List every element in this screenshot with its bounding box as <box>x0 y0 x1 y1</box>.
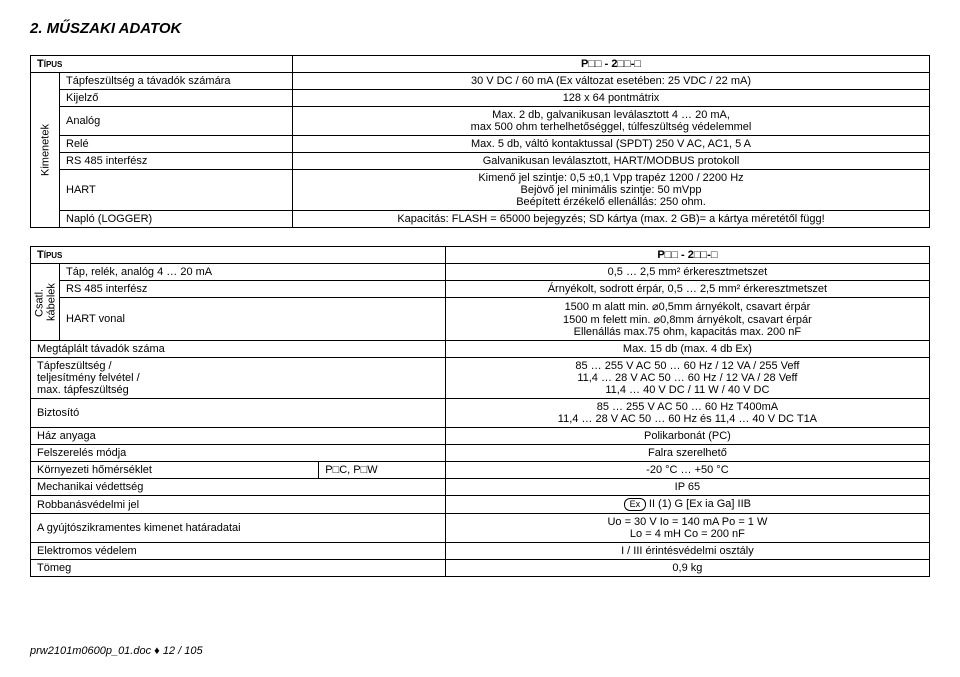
page-footer: prw2101m0600p_01.doc ♦ 12 / 105 <box>30 645 203 657</box>
specs-table-1: Típus P□□ - 2□□-□ Kimenetek Tápfeszültsé… <box>30 55 930 228</box>
t2-f4-value: Falra szerelhető <box>445 445 929 462</box>
specs-table-2: Típus P□□ - 2□□-□ Csatl. kábelek Táp, re… <box>30 246 930 577</box>
t1-r2-label: Analóg <box>60 107 293 136</box>
t2-s1-label: RS 485 interfész <box>60 281 446 298</box>
t1-r6-label: Napló (LOGGER) <box>60 211 293 228</box>
t2-f4-label: Felszerelés módja <box>31 445 446 462</box>
t1-r0-label: Tápfeszültség a távadók számára <box>60 73 293 90</box>
t2-header-left: Típus <box>31 247 446 264</box>
t1-side-label: Kimenetek <box>31 73 60 228</box>
t2-f10-value: 0,9 kg <box>445 560 929 577</box>
t2-f6-label: Mechanikai védettség <box>31 479 446 496</box>
t2-f0-value: Max. 15 db (max. 4 db Ex) <box>445 341 929 358</box>
t2-f10-label: Tömeg <box>31 560 446 577</box>
t1-r5-value: Kimenő jel szintje: 0,5 ±0,1 Vpp trapéz … <box>293 170 930 211</box>
t2-f5-label: Környezeti hőmérséklet <box>31 462 319 479</box>
t2-f2-value: 85 … 255 V AC 50 … 60 Hz T400mA 11,4 … 2… <box>445 399 929 428</box>
t2-header-right: P□□ - 2□□-□ <box>445 247 929 264</box>
t2-f5-label2: P□C, P□W <box>319 462 446 479</box>
t1-r3-label: Relé <box>60 136 293 153</box>
t2-f8-value: Uo = 30 V Io = 140 mA Po = 1 W Lo = 4 mH… <box>445 514 929 543</box>
t1-r6-value: Kapacitás: FLASH = 65000 bejegyzés; SD k… <box>293 211 930 228</box>
t2-f9-label: Elektromos védelem <box>31 543 446 560</box>
t2-f3-label: Ház anyaga <box>31 428 446 445</box>
ex-mark-icon: Ex <box>624 498 646 511</box>
t2-f3-value: Polikarbonát (PC) <box>445 428 929 445</box>
t2-f1-label: Tápfeszültség / teljesítmény felvétel / … <box>31 358 446 399</box>
t1-r1-value: 128 x 64 pontmátrix <box>293 90 930 107</box>
t2-f1-value: 85 … 255 V AC 50 … 60 Hz / 12 VA / 255 V… <box>445 358 929 399</box>
t1-header-right: P□□ - 2□□-□ <box>293 56 930 73</box>
t2-f9-value: I / III érintésvédelmi osztály <box>445 543 929 560</box>
t2-s2-label: HART vonal <box>60 298 446 341</box>
t1-r0-value: 30 V DC / 60 mA (Ex változat esetében: 2… <box>293 73 930 90</box>
t2-f7-label: Robbanásvédelmi jel <box>31 496 446 514</box>
t2-s1-value: Árnyékolt, sodrott érpár, 0,5 … 2,5 mm² … <box>445 281 929 298</box>
t1-header-left: Típus <box>31 56 293 73</box>
t2-f7-value-text: II (1) G [Ex ia Ga] IIB <box>649 498 751 510</box>
t2-s0-label: Táp, relék, analóg 4 … 20 mA <box>60 264 446 281</box>
t1-r3-value: Max. 5 db, váltó kontaktussal (SPDT) 250… <box>293 136 930 153</box>
t2-s0-value: 0,5 … 2,5 mm² érkeresztmetszet <box>445 264 929 281</box>
t1-r1-label: Kijelző <box>60 90 293 107</box>
t2-f7-value: Ex II (1) G [Ex ia Ga] IIB <box>445 496 929 514</box>
t1-r5-label: HART <box>60 170 293 211</box>
t1-r4-label: RS 485 interfész <box>60 153 293 170</box>
t1-r2-value: Max. 2 db, galvanikusan leválasztott 4 …… <box>293 107 930 136</box>
t2-f5-value: -20 °C … +50 °C <box>445 462 929 479</box>
t2-s2-value: 1500 m alatt min. ⌀0,5mm árnyékolt, csav… <box>445 298 929 341</box>
t2-f2-label: Biztosító <box>31 399 446 428</box>
t2-side-label: Csatl. kábelek <box>31 264 60 341</box>
page-title: 2. MŰSZAKI ADATOK <box>30 20 930 37</box>
t2-f8-label: A gyújtószikramentes kimenet határadatai <box>31 514 446 543</box>
t1-r4-value: Galvanikusan leválasztott, HART/MODBUS p… <box>293 153 930 170</box>
t2-f6-value: IP 65 <box>445 479 929 496</box>
t2-f0-label: Megtáplált távadók száma <box>31 341 446 358</box>
